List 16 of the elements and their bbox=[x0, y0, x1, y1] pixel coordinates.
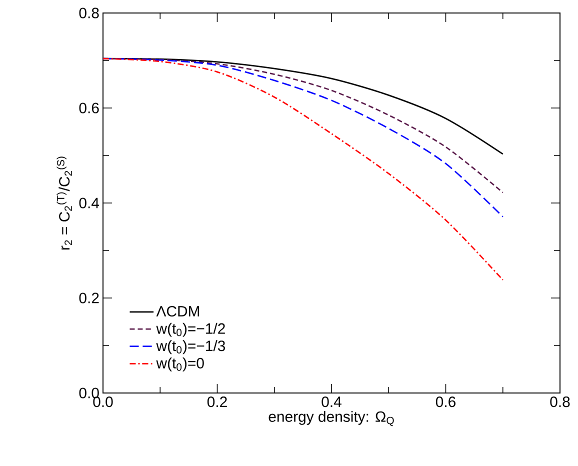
legend-label: w(t$_{0}$)=−1/3 bbox=[156, 340, 226, 354]
x-tick-label: 0.4 bbox=[322, 396, 342, 408]
y-tick-label: 0.6 bbox=[79, 102, 99, 114]
x-tick-label: 0.0 bbox=[93, 396, 113, 408]
y-axis-title: r$_{2}$ = C$_{2}$$^{(T)}$/C$_{2}$(S) bbox=[56, 156, 72, 250]
legend-label: ΛCDM bbox=[156, 306, 200, 317]
y-tick-label: 0.2 bbox=[79, 292, 99, 304]
legend-label: w(t$_{0}$)=0 bbox=[156, 357, 204, 372]
x-tick-label: 0.8 bbox=[550, 396, 570, 408]
legend-label: w(t$_{0}$)=−1/2 bbox=[156, 322, 225, 337]
y-tick-label: 0.0 bbox=[79, 388, 99, 398]
x-tick-label: 0.6 bbox=[436, 396, 456, 408]
x-tick-label: 0.2 bbox=[207, 396, 227, 408]
x-axis-title: energy density: Ω$_{Q}$ bbox=[268, 410, 394, 426]
y-tick-label: 0.4 bbox=[79, 198, 100, 208]
y-tick-label: 0.8 bbox=[79, 8, 99, 18]
